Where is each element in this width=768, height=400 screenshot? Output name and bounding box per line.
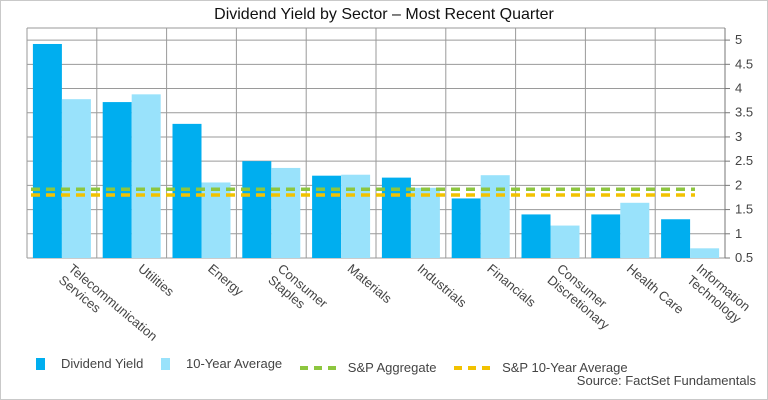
x-tick-label: Financials — [484, 261, 539, 310]
legend-item-dividend-yield: Dividend Yield — [36, 356, 143, 371]
bar-dividend-yield — [381, 177, 411, 258]
legend: Dividend Yield 10-Year Average S&P Aggre… — [36, 356, 642, 375]
bar-dividend-yield — [102, 102, 132, 258]
chart-title: Dividend Yield by Sector – Most Recent Q… — [214, 6, 554, 23]
y-tick-label: 2.5 — [735, 153, 753, 168]
reference-lines — [31, 187, 695, 197]
bar-dividend-yield — [451, 198, 481, 258]
bar-ten-year-average — [620, 202, 650, 258]
bar-ten-year-average — [131, 94, 161, 258]
y-tick-label: 4 — [735, 81, 742, 96]
bar-dividend-yield — [32, 43, 62, 259]
bar-dividend-yield — [521, 214, 551, 258]
x-tick-label: Energy — [205, 261, 247, 299]
bar-ten-year-average — [410, 187, 440, 258]
y-tick-label: 1.5 — [735, 202, 753, 217]
legend-swatch-sp-aggregate — [299, 365, 340, 370]
y-tick-label: 3 — [735, 129, 742, 144]
bar-dividend-yield — [661, 219, 691, 258]
legend-label-ten-year-average: 10-Year Average — [186, 356, 283, 371]
source-note: Source: FactSet Fundamentals — [576, 373, 756, 388]
x-tick-label: ConsumerDiscretionary — [545, 261, 623, 333]
legend-item-sp-ten-year-average: S&P 10-Year Average — [454, 360, 628, 375]
bar-dividend-yield — [242, 161, 272, 258]
legend-label-sp-aggregate: S&P Aggregate — [347, 360, 437, 375]
legend-swatch-dividend-yield — [36, 357, 45, 370]
legend-item-sp-aggregate: S&P Aggregate — [299, 360, 437, 375]
y-tick-label: 0.5 — [735, 250, 753, 265]
bar-ten-year-average — [61, 99, 91, 258]
y-tick-label: 3.5 — [735, 105, 753, 120]
x-tick-label: Industrials — [415, 261, 470, 311]
x-tick-label: ConsumerStaples — [265, 261, 331, 323]
y-tick-label: 1 — [735, 226, 742, 241]
legend-swatch-sp-ten-year-average — [454, 365, 495, 370]
bar-ten-year-average — [341, 174, 371, 258]
legend-label-dividend-yield: Dividend Yield — [61, 356, 144, 371]
x-tick-label: Health Care — [624, 261, 687, 317]
y-tick-label: 5 — [735, 32, 742, 47]
legend-item-ten-year-average: 10-Year Average — [161, 356, 282, 371]
y-tick-label: 4.5 — [735, 56, 753, 71]
legend-swatch-ten-year-average — [161, 357, 171, 370]
bar-ten-year-average — [271, 167, 301, 258]
legend-label-sp-ten-year-average: S&P 10-Year Average — [502, 360, 628, 375]
bar-dividend-yield — [591, 214, 621, 258]
y-tick-label: 2 — [735, 177, 742, 192]
bars — [32, 43, 720, 259]
x-tick-label: Materials — [345, 261, 395, 307]
bar-ten-year-average — [550, 225, 580, 258]
x-tick-label: InformationTechnology — [684, 261, 754, 327]
x-tick-label: Utilities — [135, 261, 177, 300]
bar-ten-year-average — [690, 248, 720, 258]
